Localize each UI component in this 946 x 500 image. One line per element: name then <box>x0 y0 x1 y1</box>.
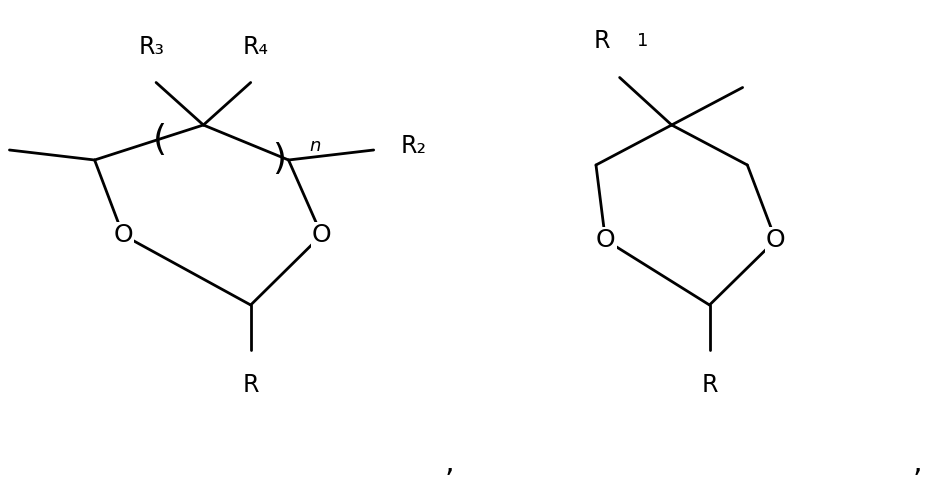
Text: R₄: R₄ <box>242 34 269 58</box>
Text: R: R <box>242 372 259 396</box>
Text: O: O <box>766 228 785 252</box>
Text: R₃: R₃ <box>138 34 165 58</box>
Text: O: O <box>596 228 615 252</box>
Text: R₂: R₂ <box>400 134 427 158</box>
Text: 1: 1 <box>637 32 648 50</box>
Text: n: n <box>309 137 321 155</box>
Text: ,: , <box>913 448 922 477</box>
Text: ): ) <box>272 142 286 176</box>
Text: R: R <box>701 372 718 396</box>
Text: ,: , <box>445 448 454 477</box>
Text: O: O <box>312 223 331 247</box>
Text: O: O <box>114 223 132 247</box>
Text: R: R <box>594 30 610 54</box>
Text: (: ( <box>153 123 167 157</box>
